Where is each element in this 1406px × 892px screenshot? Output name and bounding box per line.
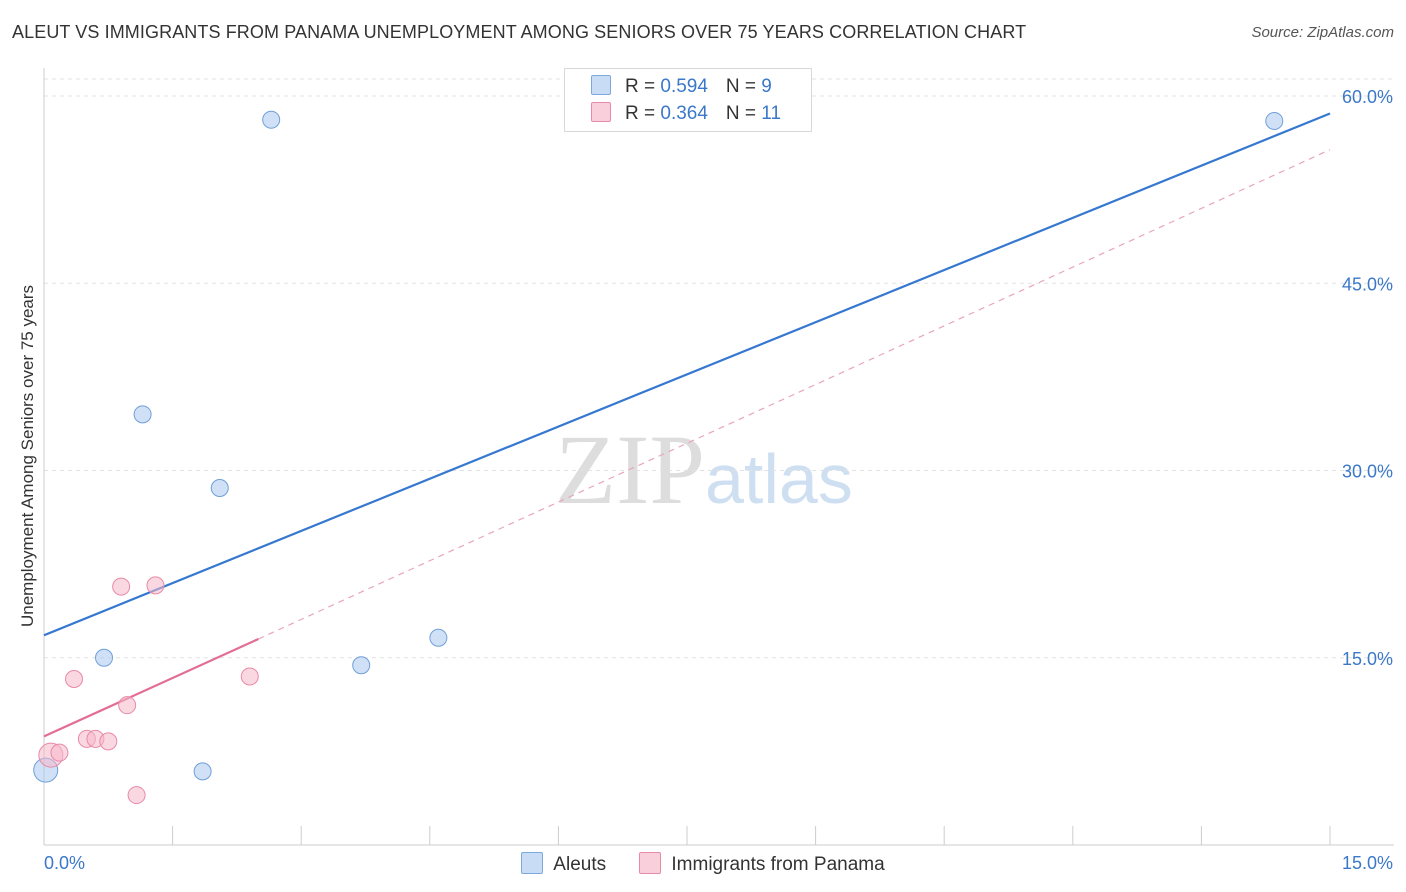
aleut-point [352, 656, 371, 675]
y-tick-label: 15.0% [1342, 649, 1393, 669]
panama-point [50, 743, 69, 762]
watermark: ZIPatlas [555, 412, 853, 527]
y-axis-label: Unemployment Among Seniors over 75 years [18, 284, 37, 628]
chart-title: ALEUT VS IMMIGRANTS FROM PANAMA UNEMPLOY… [12, 22, 1027, 42]
trend-line [43, 638, 259, 738]
legend-item-aleuts[interactable]: Aleuts [521, 852, 606, 876]
legend-r-label: R = [625, 103, 661, 124]
panama-point [118, 696, 137, 715]
y-tick-label: 30.0% [1342, 462, 1393, 482]
panama-point [146, 576, 165, 595]
y-tick-label: 60.0% [1342, 87, 1393, 107]
panama-point [99, 732, 118, 751]
aleut-point [1265, 111, 1284, 130]
legend-item-panama[interactable]: Immigrants from Panama [639, 852, 885, 876]
legend-n-value: 9 [761, 76, 772, 97]
x-tick-label: 15.0% [1342, 853, 1393, 873]
panama-point [127, 786, 146, 805]
source-label: Source: ZipAtlas.com [1251, 24, 1394, 41]
correlation-legend: R = 0.594 N = 9 R = 0.364 N = 11 [564, 68, 812, 132]
trend-line [43, 112, 1331, 637]
aleut-point [193, 762, 212, 781]
legend-swatch-aleuts [521, 852, 544, 874]
series-legend: Aleuts Immigrants from Panama [0, 852, 1406, 876]
legend-n-label: N = [725, 103, 762, 124]
legend-label-aleuts: Aleuts [553, 854, 607, 875]
legend-r-label: R = [625, 76, 661, 97]
aleut-point [429, 628, 448, 647]
aleut-point [210, 478, 229, 497]
legend-r-value: 0.364 [660, 103, 708, 124]
legend-swatch-panama [639, 852, 662, 874]
watermark-atlas: atlas [705, 440, 853, 518]
legend-label-panama: Immigrants from Panama [671, 854, 885, 875]
y-tick-label: 45.0% [1342, 274, 1393, 294]
panama-point [240, 667, 259, 686]
panama-point [65, 669, 84, 688]
aleut-point [95, 648, 114, 667]
panama-point [112, 577, 131, 596]
x-tick-label: 0.0% [44, 853, 85, 873]
legend-swatch-panama [591, 102, 611, 122]
aleut-point [133, 405, 152, 424]
legend-r-value: 0.594 [660, 76, 708, 97]
legend-row-panama: R = 0.364 N = 11 [591, 102, 781, 126]
trend-line-extended [258, 149, 1331, 640]
legend-n-value: 11 [761, 103, 782, 124]
legend-swatch-aleuts [591, 75, 611, 95]
aleut-point [262, 110, 281, 129]
legend-row-aleuts: R = 0.594 N = 9 [591, 75, 772, 99]
legend-n-label: N = [725, 76, 762, 97]
